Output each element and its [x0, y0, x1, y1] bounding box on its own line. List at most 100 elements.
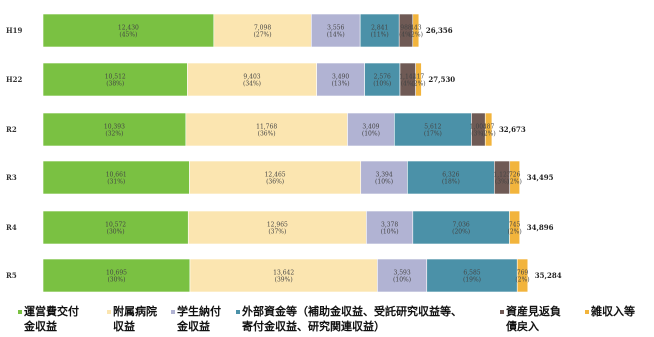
- segment-percent-label: (11%): [371, 32, 389, 39]
- bar-segment: [42, 160, 190, 195]
- category-label: R5: [6, 271, 17, 280]
- segment-value-label: 1,142: [399, 74, 416, 81]
- segment-value-label: 443: [410, 25, 422, 32]
- segment-value-label: 6,585: [463, 270, 480, 277]
- total-label: 27,530: [428, 75, 455, 84]
- total-label: 32,673: [499, 125, 526, 134]
- legend-label: 外部資金等（補助金収益、受託研究収益等、 寄付金収益、研究関連収益）: [242, 305, 462, 333]
- segment-percent-label: (10%): [375, 179, 393, 186]
- bar-segment: [42, 112, 187, 147]
- segment-percent-label: (30%): [107, 277, 125, 284]
- segment-value-label: 3,490: [332, 74, 349, 81]
- segment-value-label: 10,572: [105, 222, 126, 229]
- bar-segment: [189, 258, 378, 293]
- segment-value-label: 12,465: [265, 172, 286, 179]
- total-label: 35,284: [535, 271, 562, 280]
- bar-segment: [415, 62, 422, 97]
- segment-percent-label: (30%): [107, 229, 125, 236]
- segment-value-label: 9,403: [243, 74, 260, 81]
- bar-segment: [394, 112, 472, 147]
- bar-segment: [185, 112, 348, 147]
- bar-segment: [42, 13, 215, 48]
- segment-percent-label: (27%): [254, 32, 272, 39]
- segment-value-label: 726: [509, 172, 521, 179]
- segment-value-label: 1,005: [470, 124, 487, 131]
- bar-segment: [42, 258, 191, 293]
- bar-segment: [377, 258, 428, 293]
- bar-segment: [426, 258, 518, 293]
- legend-item-external-funds: 外部資金等（補助金収益、受託研究収益等、 寄付金収益、研究関連収益）: [236, 304, 462, 334]
- legend-item-student-fees: 学生納付 金収益: [171, 304, 221, 334]
- legend-item-operating-grants: 運営費交付 金収益: [18, 304, 79, 334]
- segment-value-label: 7,098: [254, 25, 271, 32]
- segment-percent-label: (39%): [275, 277, 293, 284]
- bar-segment: [407, 160, 495, 195]
- segment-value-label: 3,394: [375, 172, 392, 179]
- stacked-bar-chart: H19 12,430(45%)7,098(27%)3,556(14%)2,841(…: [6, 13, 562, 293]
- total-label: 26,356: [426, 26, 453, 35]
- legend-item-hospital-revenue: 附属病院 収益: [107, 304, 157, 334]
- segment-percent-label: (3%): [471, 131, 485, 138]
- segment-value-label: 10,695: [106, 270, 127, 277]
- segment-percent-label: (36%): [258, 131, 276, 138]
- category-label: R3: [6, 173, 17, 182]
- segment-percent-label: (31%): [107, 179, 125, 186]
- bar-segment: [412, 13, 420, 48]
- total-label: 34,495: [527, 173, 554, 182]
- legend-swatch: [585, 310, 589, 314]
- segment-percent-label: (10%): [393, 277, 411, 284]
- legend-label: 学生納付 金収益: [177, 305, 221, 333]
- bar-segment: [412, 210, 510, 245]
- bar-segment: [347, 112, 395, 147]
- segment-value-label: 12,965: [267, 222, 288, 229]
- segment-percent-label: (17%): [424, 131, 442, 138]
- segment-value-label: 3,556: [327, 25, 344, 32]
- segment-value-label: 5,612: [424, 124, 441, 131]
- segment-value-label: 769: [517, 270, 529, 277]
- segment-percent-label: (2%): [507, 229, 521, 236]
- segment-value-label: 10,661: [106, 172, 127, 179]
- segment-percent-label: (2%): [411, 81, 425, 88]
- bar-segment: [311, 13, 361, 48]
- segment-value-label: 3,593: [393, 270, 410, 277]
- legend-swatch: [500, 310, 504, 314]
- bar-segment: [189, 160, 362, 195]
- segment-percent-label: (38%): [106, 81, 124, 88]
- segment-value-label: 10,512: [105, 74, 126, 81]
- segment-percent-label: (4%): [399, 32, 413, 39]
- segment-percent-label: (32%): [105, 131, 123, 138]
- segment-percent-label: (36%): [266, 179, 284, 186]
- bar-segment: [509, 160, 521, 195]
- segment-value-label: 417: [413, 74, 425, 81]
- legend-swatch: [236, 310, 240, 314]
- segment-percent-label: (3%): [495, 179, 509, 186]
- segment-percent-label: (10%): [381, 229, 399, 236]
- legend-item-misc-income: 雑収入等: [585, 304, 635, 319]
- segment-value-label: 7,036: [453, 222, 470, 229]
- segment-value-label: 2,841: [371, 25, 388, 32]
- segment-percent-label: (2%): [409, 32, 423, 39]
- category-label: H19: [6, 26, 22, 35]
- segment-percent-label: (4%): [401, 81, 415, 88]
- segment-value-label: 988: [400, 25, 412, 32]
- segment-value-label: 2,576: [374, 74, 391, 81]
- legend-label: 資産見返負 債戻入: [506, 305, 561, 333]
- bar-segment: [213, 13, 312, 48]
- segment-percent-label: (18%): [442, 179, 460, 186]
- segment-value-label: 12,430: [118, 25, 139, 32]
- legend-swatch: [18, 310, 22, 314]
- bar-segment: [516, 258, 529, 293]
- bar-segment: [42, 210, 189, 245]
- segment-percent-label: (34%): [243, 81, 261, 88]
- segment-value-label: 3,409: [362, 124, 379, 131]
- segment-value-label: 487: [483, 124, 495, 131]
- bar-segment: [187, 210, 367, 245]
- chart-legend: 運営費交付 金収益 附属病院 収益 学生納付 金収益 外部資金等（補助金収益、受…: [0, 300, 654, 337]
- segment-percent-label: (13%): [332, 81, 350, 88]
- segment-percent-label: (45%): [119, 32, 137, 39]
- segment-percent-label: (37%): [268, 229, 286, 236]
- bar-segment: [509, 210, 521, 245]
- segment-percent-label: (2%): [481, 131, 495, 138]
- legend-swatch: [171, 310, 175, 314]
- segment-percent-label: (10%): [362, 131, 380, 138]
